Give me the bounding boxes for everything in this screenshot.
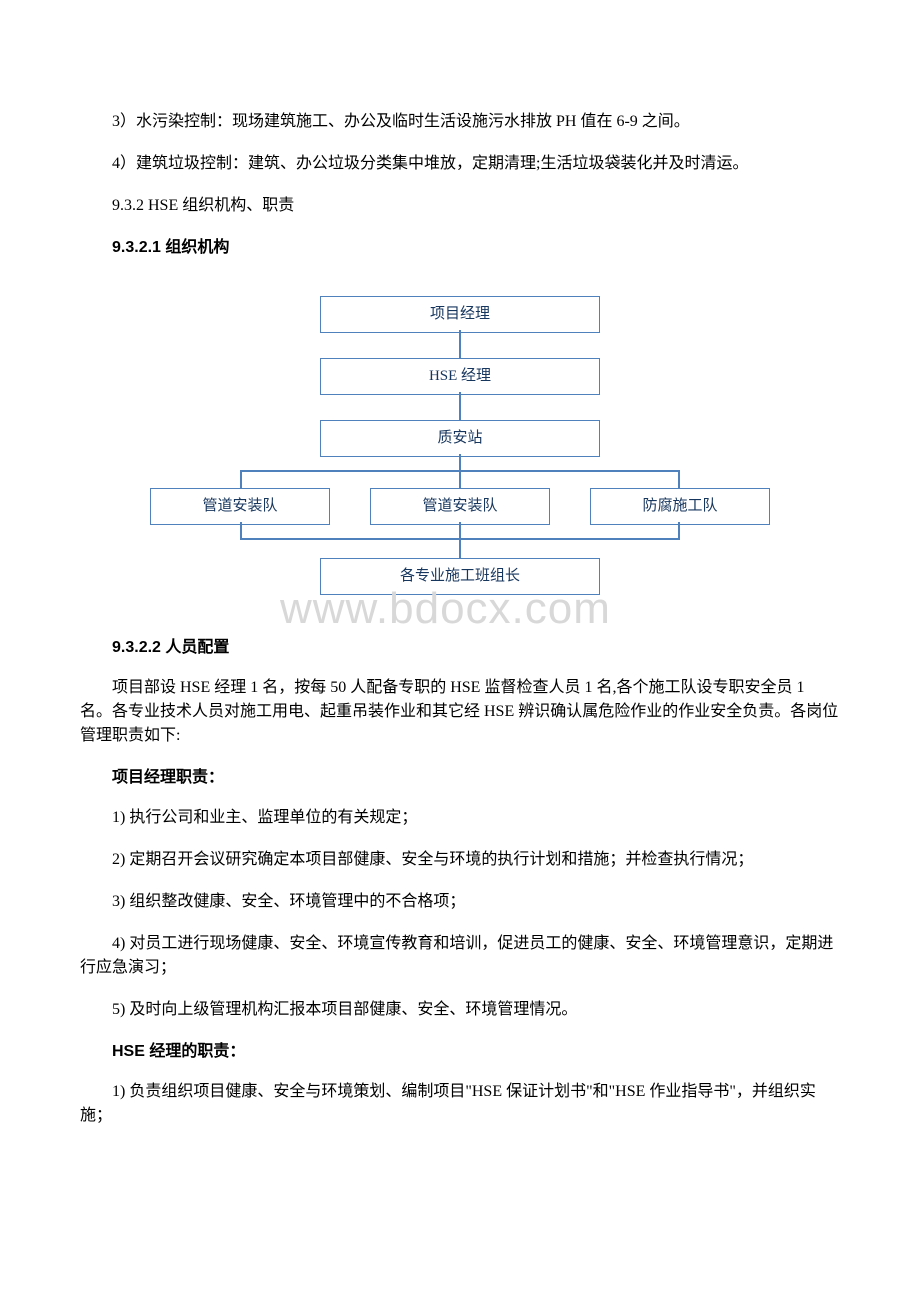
node-team-b: 管道安装队 (370, 488, 550, 525)
paragraph-water-pollution: 3）水污染控制：现场建筑施工、办公及临时生活设施污水排放 PH 值在 6-9 之… (80, 110, 840, 134)
connector (678, 522, 680, 538)
duty-hse-1: 1) 负责组织项目健康、安全与环境策划、编制项目"HSE 保证计划书"和"HSE… (80, 1080, 840, 1128)
duty-pm-3: 3) 组织整改健康、安全、环境管理中的不合格项； (80, 890, 840, 914)
duty-pm-4: 4) 对员工进行现场健康、安全、环境宣传教育和培训，促进员工的健康、安全、环境管… (80, 932, 840, 980)
paragraph-hse-org: 9.3.2 HSE 组织机构、职责 (80, 194, 840, 218)
connector (459, 538, 461, 558)
node-team-a: 管道安装队 (150, 488, 330, 525)
heading-org-structure: 9.3.2.1 组织机构 (80, 236, 840, 260)
connector (459, 454, 461, 470)
org-chart-container: 项目经理 HSE 经理 质安站 管道安装队 管道安装队 防腐施工队 (80, 276, 840, 636)
connector (459, 392, 461, 420)
heading-pm-duties: 项目经理职责： (80, 766, 840, 790)
paragraph-personnel-desc: 项目部设 HSE 经理 1 名，按每 50 人配备专职的 HSE 监督检查人员 … (80, 676, 840, 748)
duty-pm-2: 2) 定期召开会议研究确定本项目部健康、安全与环境的执行计划和措施；并检查执行情… (80, 848, 840, 872)
connector (459, 522, 461, 538)
node-project-manager: 项目经理 (320, 296, 600, 333)
paragraph-waste-control: 4）建筑垃圾控制：建筑、办公垃圾分类集中堆放，定期清理;生活垃圾袋装化并及时清运… (80, 152, 840, 176)
node-team-c: 防腐施工队 (590, 488, 770, 525)
duty-pm-1: 1) 执行公司和业主、监理单位的有关规定； (80, 806, 840, 830)
node-qa-station: 质安站 (320, 420, 600, 457)
org-chart: 项目经理 HSE 经理 质安站 管道安装队 管道安装队 防腐施工队 (160, 296, 760, 626)
heading-hse-duties: HSE 经理的职责： (80, 1040, 840, 1064)
node-team-leaders: 各专业施工班组长 (320, 558, 600, 595)
connector (678, 470, 680, 488)
connector (240, 470, 242, 488)
heading-personnel: 9.3.2.2 人员配置 (80, 636, 840, 660)
connector (459, 470, 461, 488)
connector (240, 522, 242, 538)
connector (459, 330, 461, 358)
node-hse-manager: HSE 经理 (320, 358, 600, 395)
document-content: 3）水污染控制：现场建筑施工、办公及临时生活设施污水排放 PH 值在 6-9 之… (0, 0, 920, 1128)
duty-pm-5: 5) 及时向上级管理机构汇报本项目部健康、安全、环境管理情况。 (80, 998, 840, 1022)
